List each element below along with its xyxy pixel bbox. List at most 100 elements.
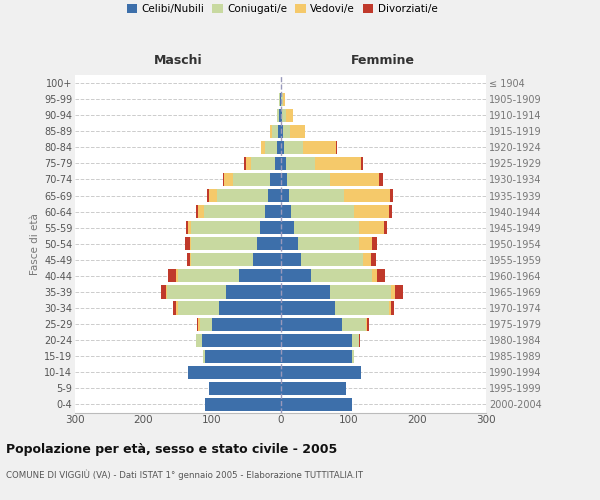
Bar [212, 318, 281, 330]
Bar [281, 270, 311, 282]
Bar [178, 302, 219, 314]
Bar [272, 124, 278, 138]
Bar [185, 237, 190, 250]
Bar [367, 318, 369, 330]
Bar [283, 124, 290, 138]
Bar [371, 253, 376, 266]
Bar [336, 140, 337, 154]
Bar [233, 173, 270, 186]
Bar [280, 92, 281, 106]
Bar [281, 189, 289, 202]
Bar [191, 253, 253, 266]
Bar [391, 286, 395, 298]
Bar [167, 286, 226, 298]
Bar [344, 189, 390, 202]
Bar [202, 334, 281, 347]
Bar [281, 350, 352, 363]
Bar [287, 173, 330, 186]
Bar [395, 286, 403, 298]
Bar [257, 237, 281, 250]
Bar [281, 253, 301, 266]
Bar [270, 124, 272, 138]
Bar [196, 205, 198, 218]
Text: COMUNE DI VIGGIÙ (VA) - Dati ISTAT 1° gennaio 2005 - Elaborazione TUTTITALIA.IT: COMUNE DI VIGGIÙ (VA) - Dati ISTAT 1° ge… [6, 470, 363, 480]
Bar [291, 205, 354, 218]
Bar [281, 334, 352, 347]
Bar [359, 334, 360, 347]
Text: Femmine: Femmine [351, 54, 415, 68]
Bar [281, 173, 287, 186]
Bar [315, 157, 361, 170]
Bar [281, 140, 284, 154]
Bar [262, 140, 265, 154]
Bar [335, 302, 389, 314]
Bar [204, 205, 265, 218]
Bar [173, 302, 176, 314]
Bar [286, 108, 293, 122]
Bar [311, 270, 371, 282]
Bar [176, 270, 178, 282]
Bar [281, 366, 361, 379]
Bar [239, 270, 281, 282]
Y-axis label: Anni di nascita: Anni di nascita [598, 205, 600, 282]
Bar [284, 140, 303, 154]
Bar [389, 302, 391, 314]
Text: Maschi: Maschi [154, 54, 202, 68]
Bar [277, 140, 281, 154]
Bar [371, 270, 377, 282]
Bar [281, 157, 286, 170]
Bar [279, 108, 281, 122]
Y-axis label: Fasce di età: Fasce di età [29, 213, 40, 274]
Bar [217, 189, 268, 202]
Bar [379, 173, 383, 186]
Bar [290, 124, 305, 138]
Bar [161, 286, 166, 298]
Bar [253, 253, 281, 266]
Bar [281, 318, 342, 330]
Bar [281, 92, 283, 106]
Bar [205, 350, 281, 363]
Bar [219, 302, 281, 314]
Bar [279, 92, 280, 106]
Bar [281, 108, 282, 122]
Bar [198, 318, 200, 330]
Bar [281, 237, 298, 250]
Bar [384, 221, 388, 234]
Bar [377, 270, 385, 282]
Bar [224, 173, 233, 186]
Bar [260, 221, 281, 234]
Bar [191, 237, 257, 250]
Bar [281, 286, 330, 298]
Bar [363, 253, 371, 266]
Bar [359, 221, 384, 234]
Bar [389, 205, 392, 218]
Bar [196, 334, 202, 347]
Bar [176, 302, 178, 314]
Bar [244, 157, 245, 170]
Bar [330, 286, 391, 298]
Bar [199, 205, 204, 218]
Bar [390, 189, 393, 202]
Bar [366, 318, 367, 330]
Bar [203, 350, 205, 363]
Bar [281, 205, 291, 218]
Bar [361, 157, 364, 170]
Bar [265, 205, 281, 218]
Text: Popolazione per età, sesso e stato civile - 2005: Popolazione per età, sesso e stato civil… [6, 442, 337, 456]
Bar [275, 157, 281, 170]
Bar [282, 108, 286, 122]
Bar [188, 221, 191, 234]
Bar [265, 140, 277, 154]
Bar [186, 221, 188, 234]
Bar [330, 173, 379, 186]
Bar [197, 318, 198, 330]
Bar [268, 189, 281, 202]
Bar [260, 140, 262, 154]
Bar [207, 189, 209, 202]
Bar [352, 350, 355, 363]
Bar [283, 92, 285, 106]
Bar [354, 205, 389, 218]
Bar [188, 366, 281, 379]
Bar [391, 302, 394, 314]
Bar [289, 189, 344, 202]
